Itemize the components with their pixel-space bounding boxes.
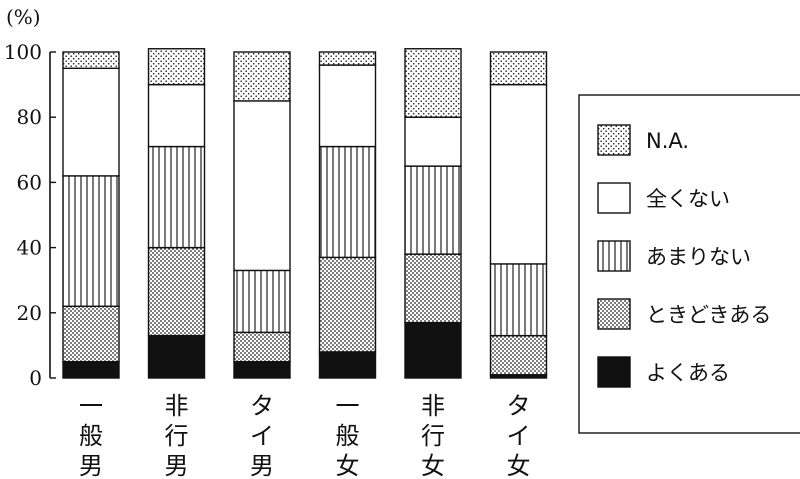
bar-segment [233,51,291,102]
bar-segment [404,321,462,379]
bar-segment [404,253,462,324]
y-tick-label: 80 [17,105,42,129]
legend-swatch [597,182,631,214]
bar-segment [233,100,291,272]
x-category-label: 般 [79,422,103,450]
bar-segment [62,175,120,307]
legend-label: 全くない [646,187,730,211]
bar-segment [147,145,206,249]
x-category-label: イ [250,422,274,450]
x-category-label: 行 [165,422,189,450]
bar-segment [62,361,120,379]
bar-segment [147,334,206,379]
bar-segment [62,305,120,363]
x-category-label: 女 [336,452,360,479]
x-category-label: 女 [507,452,531,479]
y-unit-label: (%) [6,5,41,29]
bar-segment [489,334,548,376]
bar-segment [233,361,291,379]
legend-swatch [597,124,631,156]
bar-segment [404,116,462,167]
bar-segment [233,269,291,334]
bar-segment [233,331,291,363]
y-tick-label: 60 [17,170,42,194]
x-category-label: 一 [79,392,103,420]
bar-segment [62,51,120,69]
y-tick-label: 0 [29,366,42,390]
x-category-label: 般 [336,422,360,450]
bar-segment [147,48,206,86]
bar-segment [489,263,548,337]
bar-segment [489,51,548,86]
x-category-label: タ [250,392,274,420]
legend-label: ときどきある [646,303,771,327]
bar-segment [318,256,377,353]
legend-swatch [597,240,631,272]
x-category-label: 男 [79,452,103,479]
bars [62,48,548,379]
x-category-label: 男 [250,452,274,479]
x-category-label: タ [507,392,531,420]
bar-segment [404,165,462,255]
bar-segment [147,246,206,337]
bar-segment [489,83,548,265]
bar-segment [318,351,377,379]
x-category-label: 男 [165,452,189,479]
legend-label: よくある [646,361,730,385]
bar-segment [404,48,462,118]
legend-label: N.A. [646,129,689,153]
legend-swatch [597,298,631,330]
x-category-label: 非 [421,392,445,420]
x-category-label: 一 [336,392,360,420]
y-tick-label: 100 [4,40,42,64]
y-axis: 0 20 40 60 80 100 [4,40,56,390]
x-category-label: 非 [165,392,189,420]
x-category-label: イ [507,422,531,450]
legend-swatch [597,356,631,388]
bar-segment [62,67,120,177]
bar-segment [147,83,206,148]
bar-segment [318,145,377,259]
x-category-label: 行 [421,422,445,450]
bar-segment [318,64,377,148]
x-category-label: 女 [421,452,445,479]
bar-segment [318,51,377,66]
legend-label: あまりない [646,245,751,269]
y-tick-label: 20 [17,301,42,325]
y-tick-label: 40 [17,236,42,260]
